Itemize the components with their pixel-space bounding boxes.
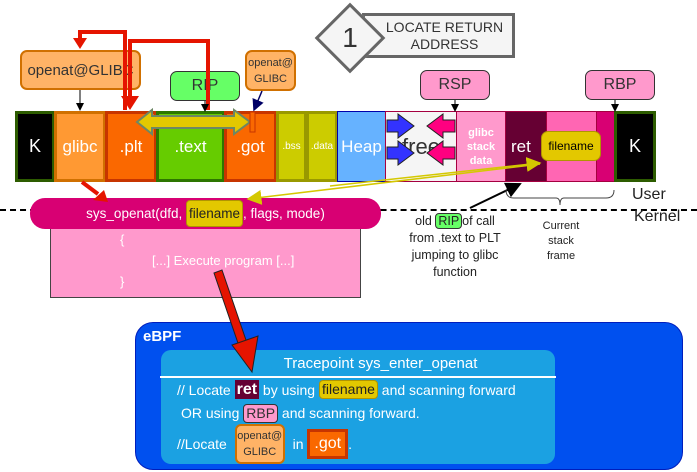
ret-text: ret [511, 136, 531, 156]
ret-tag: ret [234, 380, 260, 399]
ebpf-line-2: OR using RBP and scanning forward. [181, 403, 420, 423]
syscall-body-text: [...] Execute program [...] [152, 253, 295, 268]
step-number: 1 [342, 22, 358, 53]
kernel-right-segment: K [614, 111, 656, 182]
tracepoint-divider [160, 376, 556, 378]
got-tag: .got [307, 429, 349, 459]
old-rip-pre: old [415, 214, 436, 228]
l1-c: and scanning forward [377, 381, 516, 398]
text-to-plt-arrow [121, 39, 210, 110]
filename-stack-value: filename [541, 131, 601, 161]
old-rip-note: old RIP of call from .text to PLT jumping … [395, 213, 515, 281]
user-label: User [632, 186, 666, 203]
heap-segment: Heap [337, 111, 386, 182]
l2-b: and scanning forward. [278, 405, 420, 421]
l2-a: OR using [181, 405, 244, 421]
filename-link-left [246, 163, 541, 205]
glibc-to-syscall-arrow [80, 180, 108, 202]
filename-link-right [329, 157, 542, 187]
rsp-label: RSP [420, 70, 490, 100]
filename-tag: filename [318, 380, 378, 399]
syscall-body: { [...] Execute program [...] } [50, 226, 361, 298]
tracepoint-box: Tracepoint sys_enter_openat // Locate re… [160, 350, 556, 464]
syscall-suffix: , flags, mode) [243, 206, 325, 221]
got-pointer-arrow [252, 90, 264, 112]
filename-arg: filename [186, 199, 244, 228]
kernel-label: Kernel [634, 208, 681, 225]
plt-segment: .plt [105, 111, 157, 182]
l3-a: //Locate [177, 436, 231, 452]
stack-frame-brace [505, 189, 615, 206]
l3-b: in [288, 436, 308, 452]
openat-glibc-tag: openat@ GLIBC [234, 424, 285, 464]
ebpf-line-3: //Locate openat@ GLIBC in .got. [177, 424, 352, 464]
l1-a: // Locate [177, 381, 235, 398]
ebpf-line-1: // Locate ret by using filename and scan… [177, 379, 516, 400]
syscall-signature: sys_openat(dfd, filename, flags, mode) [30, 198, 381, 229]
ebpf-title: eBPF [143, 328, 182, 345]
growth-arrows [386, 113, 456, 166]
old-rip-rest: from .text to PLT jumping to glibc funct… [409, 231, 501, 279]
syscall-to-ebpf-arrow [213, 269, 259, 374]
got-entry-marker [249, 111, 256, 133]
old-rip-post: of call [462, 214, 495, 228]
double-arrow [135, 107, 252, 137]
tracepoint-title: Tracepoint sys_enter_openat [283, 355, 478, 372]
old-rip-arrow [469, 182, 522, 209]
open-brace: { [120, 232, 125, 247]
plt-to-glibc-arrow [73, 30, 127, 110]
close-brace: } [120, 274, 125, 289]
kernel-left-segment: K [15, 111, 55, 182]
bss-segment: .bss [276, 111, 307, 182]
openat-glibc-label: openat@GLIBC [20, 50, 141, 90]
glibc-segment: glibc [54, 111, 106, 182]
l1-b: by using [259, 381, 319, 398]
step-title: LOCATE RETURN ADDRESS [385, 18, 504, 52]
old-rip-tag: RIP [435, 213, 463, 229]
l3-c: . [348, 436, 352, 452]
rbp-tag: RBP [243, 403, 279, 423]
rip-label: RIP [170, 71, 240, 101]
syscall-prefix: sys_openat(dfd, [86, 206, 186, 221]
data-segment: .data [306, 111, 338, 182]
got-entry-label: openat@ GLIBC [245, 50, 296, 91]
rbp-label: RBP [585, 70, 655, 100]
step-title-box: LOCATE RETURN ADDRESS [362, 13, 515, 58]
current-frame-note: Current stack frame [542, 220, 580, 262]
